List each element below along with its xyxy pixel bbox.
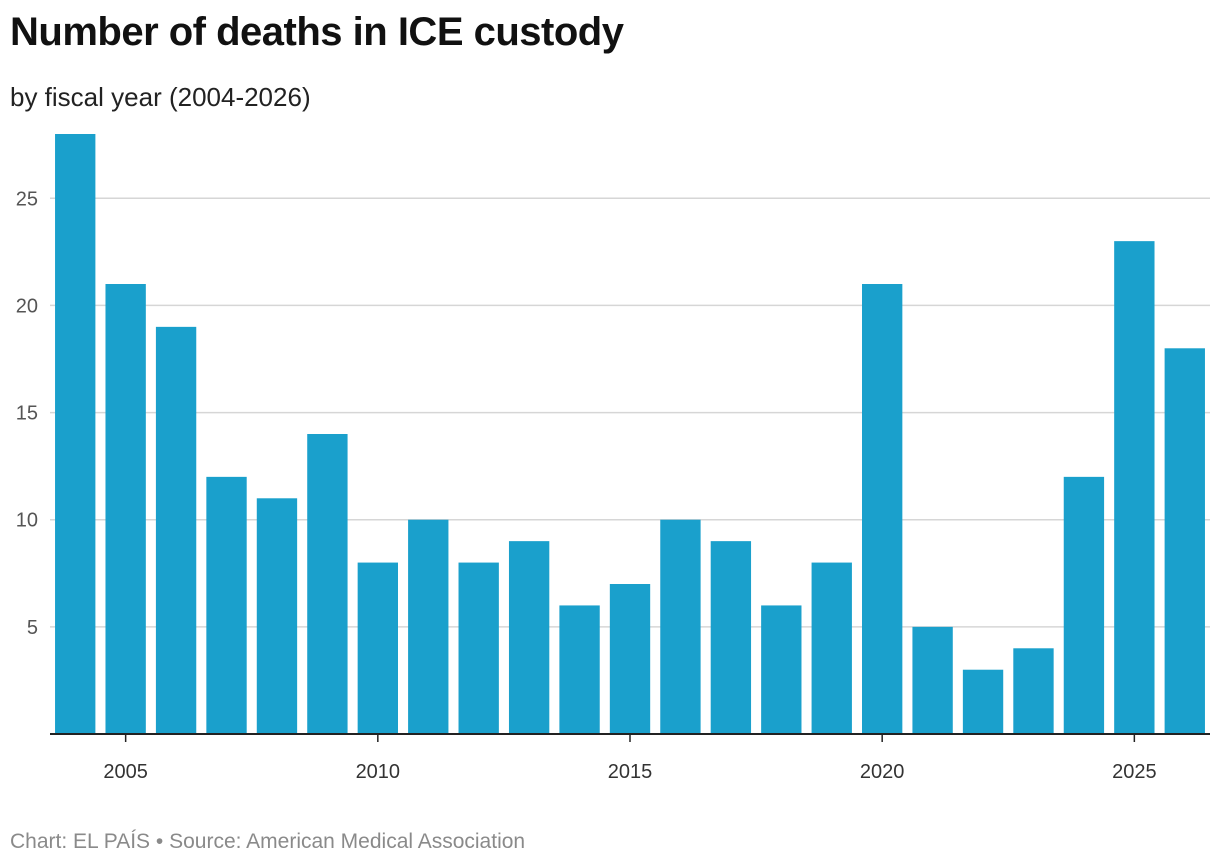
y-tick-label-20: 20 [16, 295, 38, 317]
x-tick-label-2025: 2025 [1112, 761, 1157, 783]
bar-2025 [1114, 241, 1155, 734]
bar-2018 [761, 605, 802, 734]
chart-footer: Chart: EL PAÍS • Source: American Medica… [10, 830, 525, 854]
bar-2006 [155, 326, 197, 734]
bar-2019 [811, 562, 852, 734]
bar-2013 [508, 541, 550, 734]
x-tick-label-2015: 2015 [608, 761, 653, 783]
y-tick-label-15: 15 [16, 403, 38, 425]
bar-2012 [458, 562, 499, 734]
source-note: Source: American Medical Association [169, 830, 526, 853]
y-tick-label-25: 25 [16, 188, 38, 210]
y-tick-label-10: 10 [16, 510, 38, 532]
bar-2024 [1063, 476, 1105, 734]
bar-2008 [256, 498, 298, 734]
bar-2005 [105, 284, 146, 734]
bars [55, 134, 1205, 734]
chart-subtitle: by fiscal year (2004-2026) [10, 82, 311, 112]
x-axis-ticks: 2005 2010 2015 2020 2025 [103, 734, 1157, 783]
bar-2020 [862, 284, 903, 734]
y-axis-ticks: 5 10 15 20 25 [16, 188, 38, 639]
chart-credit: Chart: EL PAÍS [10, 830, 151, 853]
bar-2023 [1013, 648, 1054, 734]
bar-2015 [609, 584, 651, 734]
x-tick-label-2005: 2005 [103, 761, 148, 783]
bar-2026 [1164, 348, 1205, 734]
bar-2009 [307, 434, 348, 734]
bar-2010 [357, 562, 398, 734]
chart-title: Number of deaths in ICE custody [10, 10, 624, 54]
y-tick-label-5: 5 [27, 617, 38, 639]
bar-2022 [962, 669, 1004, 734]
bar-2016 [660, 519, 701, 734]
bar-2004 [55, 134, 96, 734]
bar-2021 [912, 626, 953, 734]
bar-2007 [206, 476, 247, 734]
x-tick-label-2010: 2010 [356, 761, 401, 783]
bar-2017 [710, 541, 752, 734]
bar-2014 [559, 605, 600, 734]
x-tick-label-2020: 2020 [860, 761, 905, 783]
bar-2011 [408, 519, 449, 734]
footer-separator: • [150, 830, 170, 853]
